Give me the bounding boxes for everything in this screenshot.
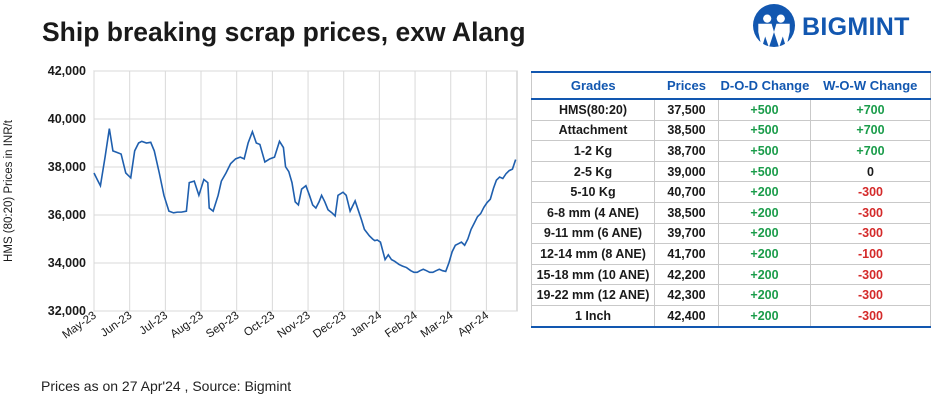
svg-text:Feb-24: Feb-24 <box>383 309 420 340</box>
svg-text:Jul-23: Jul-23 <box>138 310 171 338</box>
svg-text:Jan-24: Jan-24 <box>348 309 384 339</box>
svg-text:32,000: 32,000 <box>48 304 86 318</box>
svg-text:Jun-23: Jun-23 <box>99 310 135 340</box>
svg-text:HMS (80:20) Prices in INR/t: HMS (80:20) Prices in INR/t <box>3 119 15 262</box>
svg-text:36,000: 36,000 <box>48 208 86 222</box>
svg-text:Nov-23: Nov-23 <box>276 310 313 341</box>
svg-text:Mar-24: Mar-24 <box>419 309 456 340</box>
svg-text:Sep-23: Sep-23 <box>204 310 241 341</box>
svg-text:Oct-23: Oct-23 <box>242 310 277 340</box>
svg-text:40,000: 40,000 <box>48 112 86 126</box>
svg-text:Aug-23: Aug-23 <box>168 310 205 341</box>
svg-text:42,000: 42,000 <box>48 64 86 78</box>
svg-text:Apr-24: Apr-24 <box>456 309 492 339</box>
svg-text:38,000: 38,000 <box>48 160 86 174</box>
svg-text:Dec-23: Dec-23 <box>311 310 348 341</box>
svg-text:BIGMINT: BIGMINT <box>802 13 910 41</box>
svg-text:34,000: 34,000 <box>48 256 86 270</box>
